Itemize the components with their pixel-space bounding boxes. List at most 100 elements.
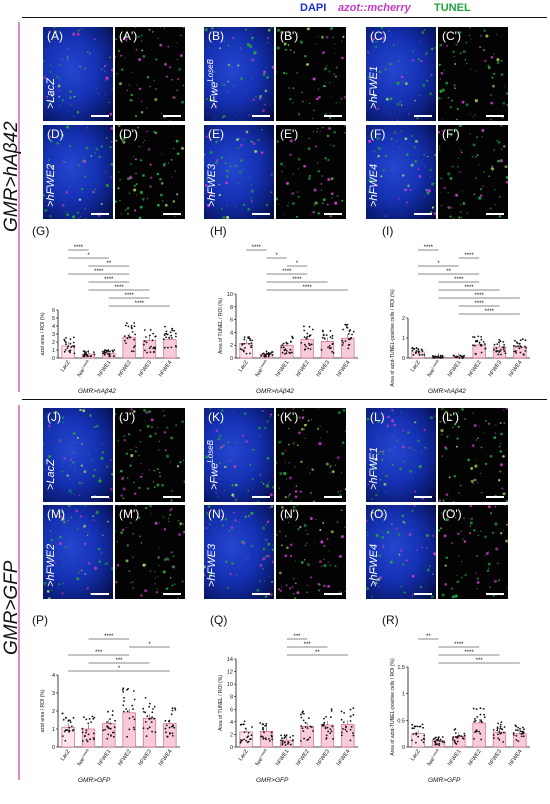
data-point — [478, 730, 480, 733]
data-point — [142, 727, 145, 730]
data-point — [310, 343, 313, 346]
data-point — [81, 727, 84, 730]
data-point — [247, 731, 250, 734]
x-tick-label: fweLoseB — [426, 748, 443, 768]
data-point — [413, 725, 416, 728]
scale-bar — [252, 496, 270, 498]
data-point — [243, 738, 245, 741]
data-point — [463, 354, 465, 357]
data-point — [92, 718, 95, 720]
data-point — [122, 704, 125, 707]
merged-micrograph: (K) — [204, 408, 274, 502]
data-point — [123, 700, 125, 702]
data-point — [323, 337, 326, 340]
data-point — [283, 737, 286, 739]
data-point — [496, 350, 499, 352]
significance-label: **** — [485, 309, 495, 315]
data-point — [92, 732, 95, 735]
data-point — [441, 736, 444, 738]
data-point — [68, 730, 70, 733]
chart-label: (Q) — [210, 613, 228, 627]
data-point — [522, 726, 524, 729]
y-tick-label: 3 — [52, 691, 55, 697]
data-point — [172, 734, 174, 737]
significance-label: **** — [94, 269, 104, 275]
data-point — [289, 736, 292, 739]
y-tick-label: 4 — [52, 324, 55, 330]
data-point — [330, 710, 333, 712]
data-point — [418, 350, 420, 353]
x-tick-label: LacZ — [410, 748, 422, 762]
y-tick-label: 0 — [52, 356, 55, 362]
data-point — [474, 719, 477, 722]
data-point — [174, 709, 177, 711]
data-point — [475, 339, 478, 342]
data-point — [411, 723, 414, 726]
scale-bar — [163, 115, 181, 117]
data-point — [127, 687, 129, 690]
data-point — [263, 731, 265, 734]
data-point — [499, 340, 502, 343]
x-tick-label: fweLoseB — [76, 359, 93, 379]
bar — [300, 339, 314, 359]
chart-label: (H) — [210, 224, 227, 238]
y-tick-label: 0 — [52, 745, 55, 751]
data-point — [134, 345, 136, 347]
data-point — [148, 705, 151, 708]
data-point — [300, 713, 302, 716]
data-point — [113, 349, 116, 351]
data-point — [349, 715, 352, 718]
data-point — [107, 726, 110, 729]
x-tick-label: hFWE1 — [275, 360, 290, 378]
x-tick-label: hFWE2 — [467, 749, 482, 767]
data-point — [285, 342, 288, 344]
bar — [300, 725, 314, 748]
data-point — [472, 336, 474, 338]
bar-chart: 0 1 2 3 4 5 6 azot area / ROI (%) LacZ fweLoseB hF… — [36, 240, 184, 415]
data-point — [261, 723, 264, 726]
data-point — [133, 728, 136, 731]
y-tick-label: 1 — [52, 348, 55, 354]
panel-label: (K') — [280, 410, 299, 424]
data-point — [346, 326, 349, 329]
data-point — [352, 732, 354, 734]
data-point — [83, 735, 86, 738]
panel-label: (B') — [280, 29, 299, 43]
data-point — [239, 348, 242, 350]
data-point — [249, 339, 252, 342]
y-tick-label: 2 — [230, 343, 233, 349]
merged-micrograph: (L) — [366, 408, 436, 502]
data-point — [133, 690, 135, 692]
data-point — [342, 341, 345, 344]
data-point — [329, 732, 332, 735]
data-point — [422, 741, 425, 744]
x-tick-label: hFWE3 — [138, 749, 153, 767]
channel-micrograph: (F') — [438, 125, 508, 219]
data-point — [249, 352, 251, 355]
data-point — [151, 339, 154, 342]
x-tick-label: hFWE2 — [117, 749, 132, 767]
x-tick-label: hFWE1 — [97, 360, 112, 378]
data-point — [132, 350, 135, 353]
data-point — [281, 742, 284, 745]
x-tick-label: LacZ — [410, 359, 422, 373]
data-point — [303, 336, 306, 338]
data-point — [331, 334, 334, 337]
data-point — [250, 734, 253, 737]
data-point — [519, 345, 522, 348]
data-point — [412, 733, 415, 735]
data-point — [82, 350, 85, 352]
data-point — [463, 732, 466, 735]
channel-micrograph: (E') — [276, 125, 346, 219]
data-point — [420, 739, 423, 741]
data-point — [133, 338, 135, 341]
data-point — [517, 726, 519, 729]
data-point — [93, 716, 96, 719]
channel-micrograph: (L') — [438, 408, 508, 502]
data-point — [502, 741, 505, 743]
data-point — [413, 727, 415, 730]
data-point — [517, 729, 519, 732]
data-point — [422, 726, 424, 729]
data-point — [66, 347, 69, 349]
data-point — [283, 734, 286, 737]
